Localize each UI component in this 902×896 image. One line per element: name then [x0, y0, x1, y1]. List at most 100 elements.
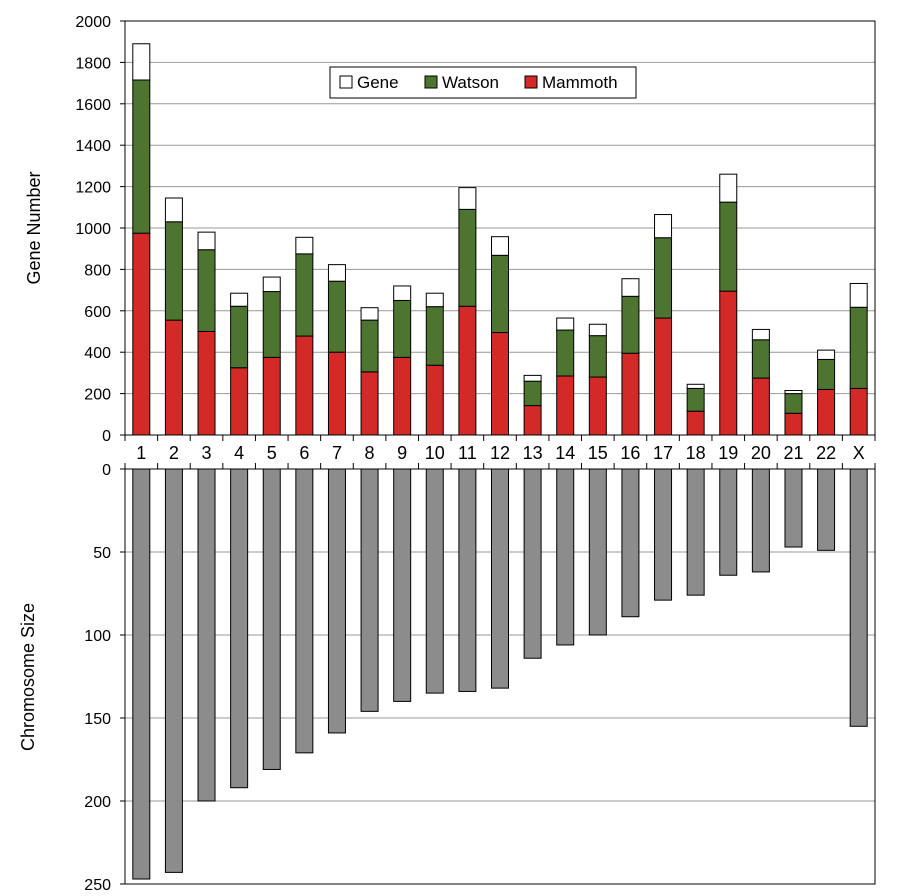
- legend-label-watson: Watson: [442, 73, 499, 92]
- bar-gene-16: [621, 278, 640, 297]
- category-label: 19: [718, 443, 738, 463]
- size-bar-1: [132, 468, 151, 880]
- bar-gene-6: [295, 236, 314, 255]
- top-y-tick-label: 1400: [75, 138, 111, 155]
- bar-watson-18: [686, 387, 705, 412]
- legend-label-gene: Gene: [357, 73, 399, 92]
- bar-watson-3: [197, 249, 216, 332]
- legend-box: [329, 66, 637, 99]
- size-bar-6: [295, 468, 314, 754]
- category-label: 20: [751, 443, 771, 463]
- top-y-tick-label: 800: [84, 262, 111, 279]
- top-y-axis-title: Gene Number: [24, 171, 44, 284]
- bar-gene-9: [393, 285, 412, 301]
- bar-watson-17: [654, 237, 673, 319]
- category-label: 12: [490, 443, 510, 463]
- bar-gene-1: [132, 43, 151, 81]
- bar-mammoth-6: [295, 335, 314, 436]
- bottom-size-bars: [132, 468, 868, 880]
- size-bar-11: [458, 468, 477, 692]
- bar-watson-1: [132, 79, 151, 234]
- bar-watson-2: [164, 221, 183, 321]
- bottom-y-tick-label: 200: [84, 794, 111, 811]
- category-label: 16: [620, 443, 640, 463]
- size-bar-7: [327, 468, 346, 734]
- size-bar-19: [719, 468, 738, 576]
- size-bar-5: [262, 468, 281, 770]
- top-y-tick-label: 600: [84, 304, 111, 321]
- bar-gene-10: [425, 292, 444, 308]
- bar-gene-17: [654, 214, 673, 239]
- top-y-tick-label: 400: [84, 345, 111, 362]
- bar-watson-6: [295, 253, 314, 337]
- bar-mammoth-11: [458, 305, 477, 436]
- bar-mammoth-12: [491, 332, 509, 436]
- bar-watson-10: [425, 306, 444, 366]
- bar-watson-4: [230, 305, 249, 369]
- category-labels: 1 2 3 4 5 6 7 8 9 10 11 12 13 14 15 16 17 18 19 20 21 22 X: [136, 443, 864, 463]
- bar-watson-7: [327, 280, 346, 353]
- bar-gene-22: [817, 349, 836, 360]
- bar-gene-4: [230, 292, 249, 307]
- bar-gene-5: [262, 276, 281, 293]
- axes: [120, 20, 876, 885]
- size-bar-13: [523, 468, 542, 659]
- bottom-y-tick-label: 150: [84, 711, 111, 728]
- category-label: 15: [588, 443, 608, 463]
- top-y-tick-label: 0: [102, 428, 111, 445]
- category-label: 17: [653, 443, 673, 463]
- bottom-y-tick-label: 0: [102, 462, 111, 479]
- category-label: 8: [365, 443, 375, 463]
- bottom-plot-border: [124, 468, 876, 885]
- legend: Gene Watson Mammoth: [329, 66, 637, 99]
- bar-watson-19: [719, 201, 738, 292]
- size-bar-8: [360, 468, 379, 712]
- top-y-tick-labels: 0 200 400 600 800 1000 1200 1400 1600 1800 2000: [75, 14, 111, 445]
- category-label: 7: [332, 443, 342, 463]
- bar-watson-13: [523, 380, 542, 407]
- bar-watson-12: [491, 254, 509, 334]
- category-label: 10: [425, 443, 445, 463]
- bottom-y-tick-label: 250: [84, 877, 111, 894]
- bar-watson-8: [360, 319, 379, 373]
- bar-mammoth-9: [393, 356, 412, 436]
- bottom-y-axis-title: Chromosome Size: [18, 603, 38, 751]
- bar-mammoth-10: [425, 364, 444, 436]
- category-label: 6: [299, 443, 309, 463]
- legend-label-mammoth: Mammoth: [542, 73, 618, 92]
- bar-mammoth-16: [621, 352, 640, 436]
- bar-gene-2: [164, 197, 183, 223]
- bar-mammoth-2: [164, 319, 183, 436]
- size-bar-21: [784, 468, 803, 548]
- bar-watson-9: [393, 299, 412, 358]
- bar-watson-X: [849, 306, 868, 389]
- bar-watson-14: [556, 329, 575, 377]
- size-bar-16: [621, 468, 640, 618]
- category-label: 5: [267, 443, 277, 463]
- bar-mammoth-4: [230, 367, 249, 436]
- legend-swatch-mammoth: [524, 75, 538, 89]
- bar-mammoth-19: [719, 290, 738, 436]
- bar-watson-11: [458, 208, 477, 307]
- size-bar-12: [491, 468, 509, 689]
- bar-gene-19: [719, 173, 738, 203]
- bar-watson-15: [588, 335, 607, 378]
- bar-watson-16: [621, 295, 640, 354]
- size-bar-18: [686, 468, 705, 596]
- top-y-tick-label: 2000: [75, 14, 111, 31]
- size-bar-15: [588, 468, 607, 636]
- bottom-y-tick-label: 100: [84, 628, 111, 645]
- bar-mammoth-22: [817, 388, 836, 436]
- bar-mammoth-7: [327, 351, 346, 436]
- bar-gene-14: [556, 317, 575, 331]
- bottom-y-tick-labels: 0 50 100 150 200 250: [84, 462, 111, 894]
- size-bar-10: [425, 468, 444, 694]
- bar-mammoth-8: [360, 371, 379, 436]
- category-label: 1: [136, 443, 146, 463]
- bar-gene-8: [360, 307, 379, 321]
- bar-gene-11: [458, 187, 477, 210]
- category-label: 18: [686, 443, 706, 463]
- size-bar-4: [230, 468, 249, 789]
- bottom-y-tick-label: 50: [93, 545, 111, 562]
